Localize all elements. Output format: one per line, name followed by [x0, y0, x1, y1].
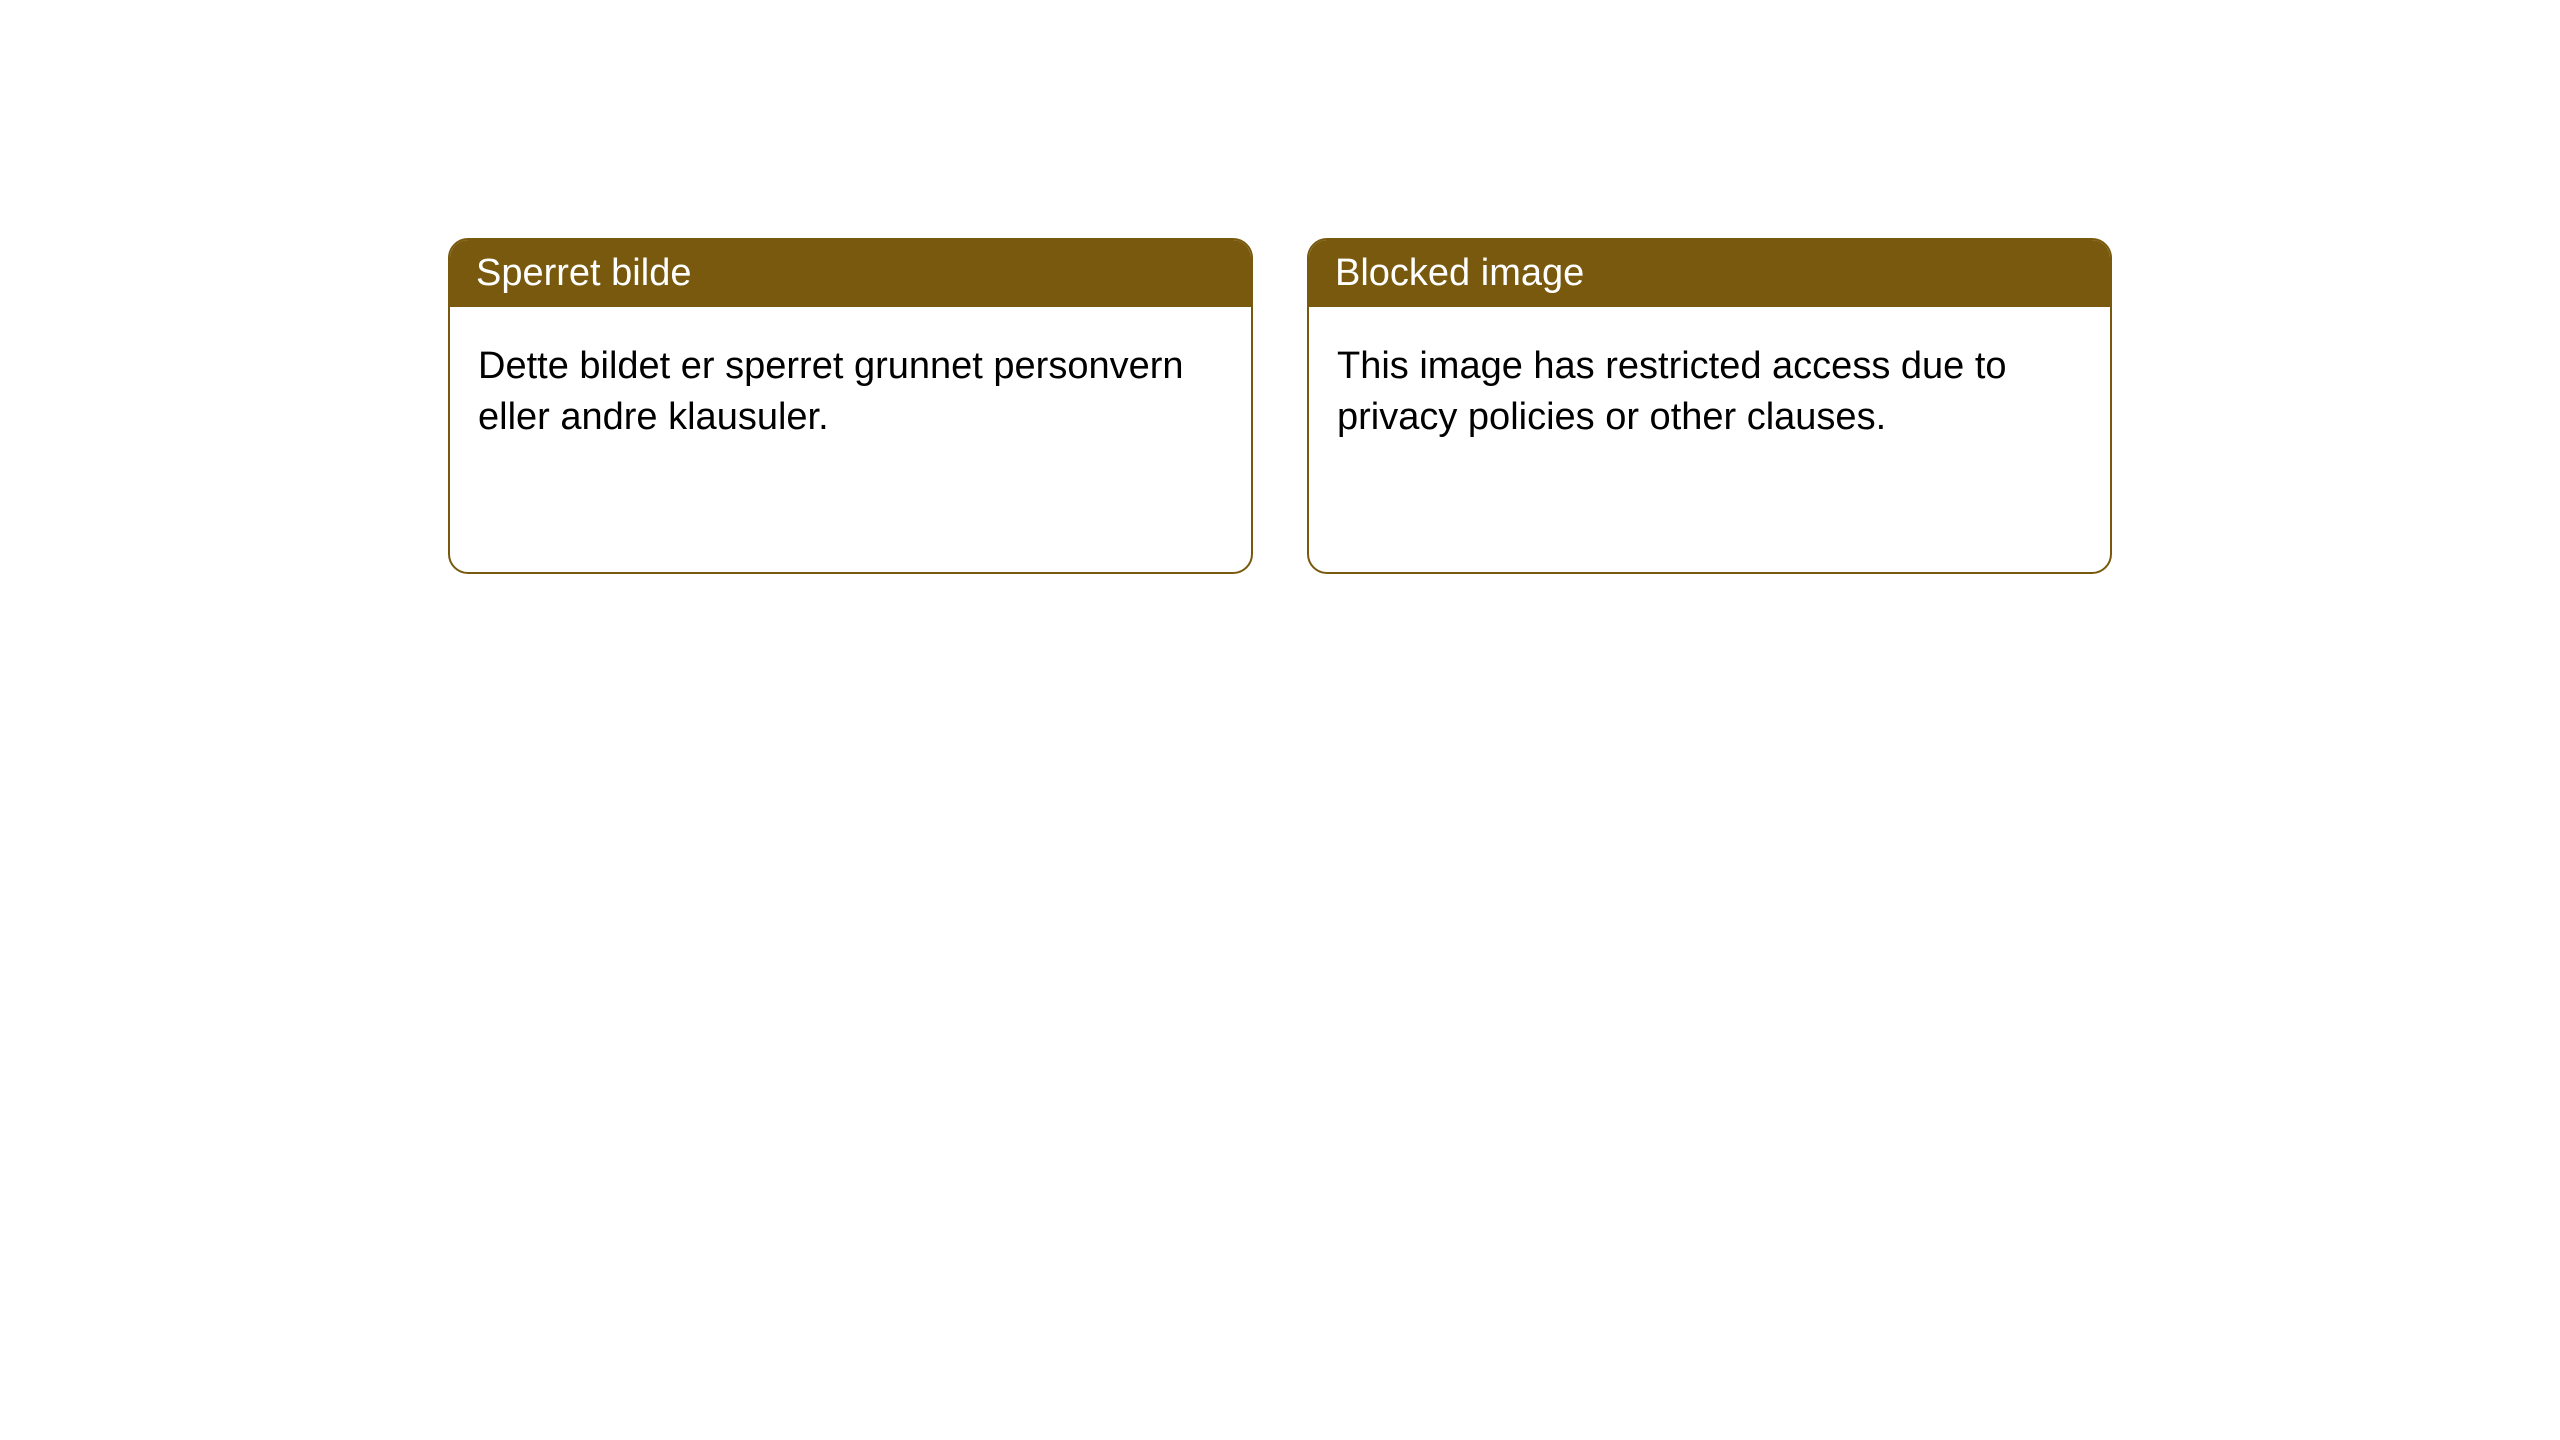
- notice-card-english: Blocked image This image has restricted …: [1307, 238, 2112, 574]
- card-body: This image has restricted access due to …: [1309, 307, 2110, 478]
- card-body-text: Dette bildet er sperret grunnet personve…: [478, 345, 1184, 438]
- notice-card-norwegian: Sperret bilde Dette bildet er sperret gr…: [448, 238, 1253, 574]
- card-header: Blocked image: [1309, 240, 2110, 307]
- card-header: Sperret bilde: [450, 240, 1251, 307]
- card-body: Dette bildet er sperret grunnet personve…: [450, 307, 1251, 478]
- card-body-text: This image has restricted access due to …: [1337, 345, 2007, 438]
- card-title: Sperret bilde: [476, 252, 691, 294]
- card-title: Blocked image: [1335, 252, 1584, 294]
- notice-cards-container: Sperret bilde Dette bildet er sperret gr…: [0, 0, 2560, 574]
